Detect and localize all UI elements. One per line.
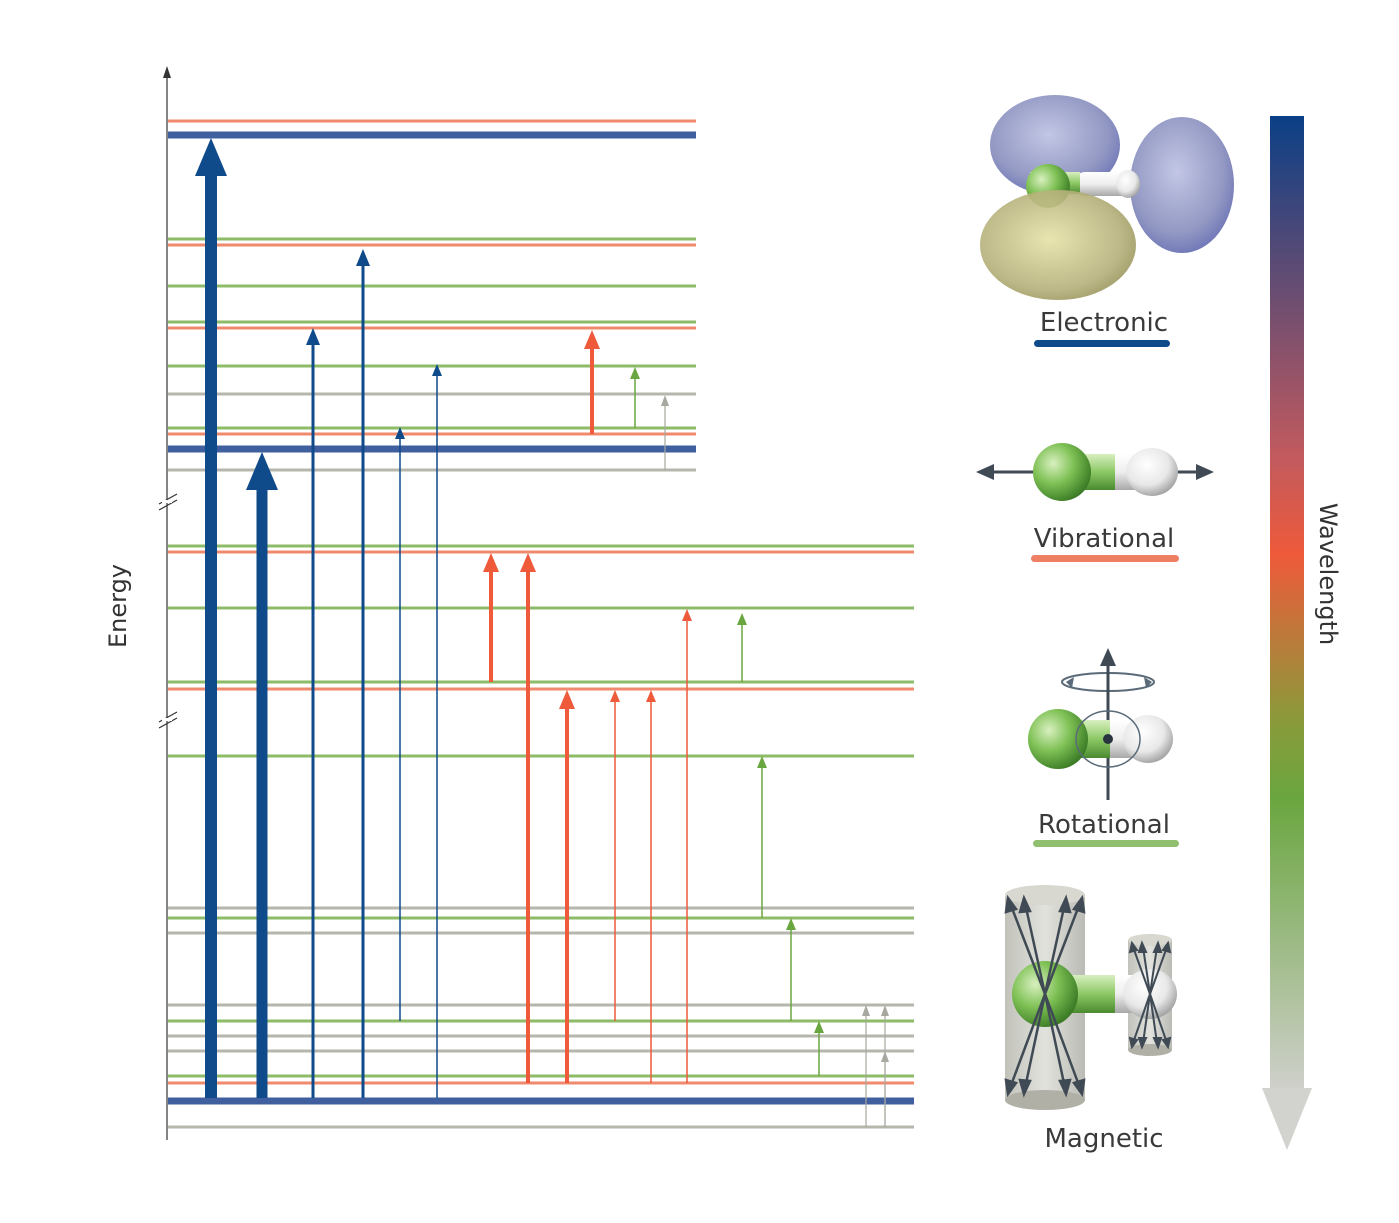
electronic-orbital-illustration [980, 95, 1234, 300]
energy-axis-label: Energy [104, 563, 132, 649]
rotational-arrow [814, 1021, 824, 1076]
vibrational-arrow [559, 690, 575, 1083]
legend-vibrational-bar [1031, 555, 1179, 562]
legend-electronic-bar [1034, 340, 1170, 347]
upper-electronic-state-levels [168, 119, 696, 472]
magnetic-arrow [881, 1051, 889, 1127]
electronic-arrow [395, 427, 405, 1021]
magnetic-transition-arrows [661, 395, 889, 1127]
vibrational-arrow [520, 553, 536, 1083]
legend-vibrational-label: Vibrational [1033, 524, 1175, 554]
vibrational-arrow [483, 553, 499, 682]
electronic-arrow [246, 452, 278, 1098]
vibrational-arrow [610, 690, 620, 1021]
vibrational-molecule-illustration [976, 443, 1214, 501]
wavelength-axis-label: Wavelength [1314, 502, 1342, 646]
ground-electronic-state-levels [168, 544, 914, 1129]
energy-axis [158, 66, 178, 1140]
vibrational-transition-arrows [483, 330, 692, 1083]
magnetic-molecule-illustration [1004, 885, 1177, 1110]
electronic-arrow [306, 328, 320, 1098]
vibrational-arrow [646, 690, 656, 1083]
rotational-arrow [786, 918, 796, 1021]
vibrational-arrow [682, 609, 692, 1083]
electronic-arrow [432, 364, 442, 1098]
magnetic-arrow [862, 1005, 870, 1127]
electronic-transition-arrows [195, 138, 442, 1098]
magnetic-arrow [661, 395, 669, 470]
rotational-transition-arrows [630, 367, 824, 1076]
legend-rotational-label: Rotational [1038, 810, 1170, 840]
rotational-arrow [757, 756, 767, 918]
legend-magnetic-label: Magnetic [1044, 1124, 1164, 1154]
rotational-arrow [737, 613, 747, 682]
rotational-arrow [630, 367, 640, 428]
electronic-arrow [356, 249, 370, 1098]
electronic-arrow [195, 138, 227, 1098]
rotational-molecule-illustration [1028, 648, 1173, 800]
legend-rotational-bar [1033, 840, 1179, 847]
wavelength-gradient-arrow [1262, 116, 1312, 1150]
vibrational-arrow [584, 330, 600, 434]
legend-electronic-label: Electronic [1039, 308, 1169, 338]
